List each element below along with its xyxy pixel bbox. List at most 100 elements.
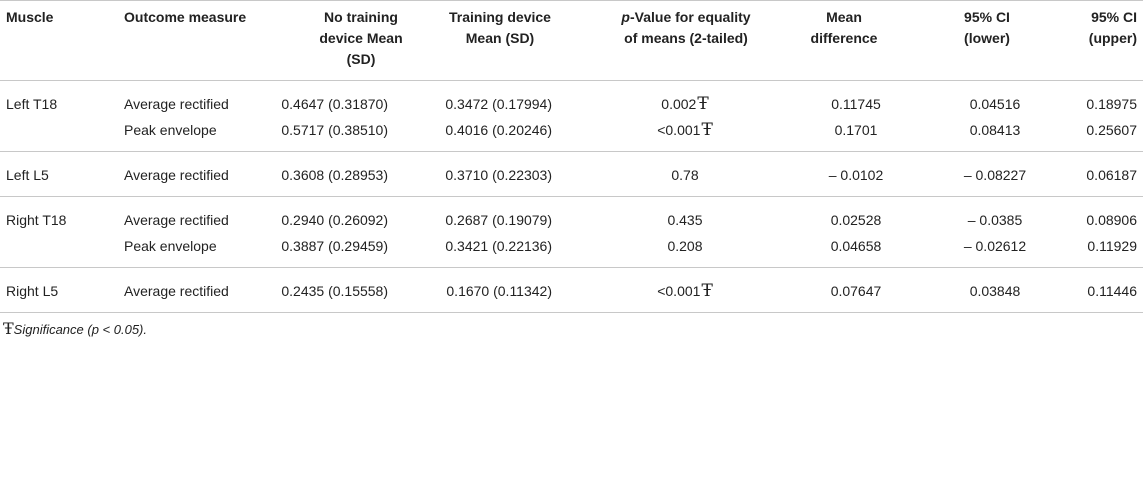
- cell-mean-diff-text: 0.1701: [834, 122, 878, 138]
- cell-training-text: 0.2687 (0.19079): [445, 212, 552, 228]
- cell-mean-diff: 0.11745: [770, 81, 912, 116]
- cell-muscle: Right T18: [0, 197, 118, 232]
- cell-training: 0.2687 (0.19079): [418, 197, 608, 232]
- cell-pvalue: <0.001Ŧ: [608, 267, 770, 313]
- cell-pvalue-text: <0.001: [657, 122, 701, 138]
- cell-mean-diff-text: 0.07647: [830, 283, 882, 299]
- table-row: Right T18 Average rectified 0.2940 (0.2609…: [0, 197, 1143, 232]
- cell-muscle-text: Left T18: [6, 96, 58, 112]
- cell-muscle-text: Right T18: [6, 212, 67, 228]
- results-table: Muscle Outcome measure No training devic…: [0, 0, 1143, 313]
- header-ci-lower: 95% CI (lower): [912, 0, 1042, 81]
- cell-no-training: 0.2435 (0.15558): [258, 267, 418, 313]
- cell-ci-lower: 0.04516: [912, 81, 1042, 116]
- cell-outcome-text: Average rectified: [124, 283, 229, 299]
- header-outcome: Outcome measure: [118, 0, 258, 81]
- cell-ci-upper-text: 0.08906: [1086, 212, 1137, 228]
- cell-no-training-text: 0.3608 (0.28953): [281, 167, 388, 183]
- table-row: Left L5 Average rectified 0.3608 (0.28953)…: [0, 151, 1143, 197]
- cell-ci-upper-text: 0.11446: [1087, 283, 1137, 299]
- cell-mean-diff: – 0.0102: [770, 151, 912, 197]
- cell-mean-diff: 0.07647: [770, 267, 912, 313]
- cell-training: 0.3472 (0.17994): [418, 81, 608, 116]
- results-table-container: Muscle Outcome measure No training devic…: [0, 0, 1143, 344]
- cell-outcome: Peak envelope: [118, 115, 258, 152]
- cell-ci-lower: – 0.02612: [912, 231, 1042, 268]
- cell-pvalue-text: <0.001: [657, 283, 701, 299]
- cell-pvalue-text: 0.208: [667, 238, 703, 254]
- cell-ci-upper: 0.11929: [1042, 231, 1143, 268]
- cell-training: 0.3421 (0.22136): [418, 231, 608, 268]
- header-ci-upper: 95% CI (upper): [1042, 0, 1143, 81]
- cell-training-text: 0.3421 (0.22136): [445, 238, 552, 254]
- cell-muscle: Right L5: [0, 267, 118, 313]
- cell-ci-upper: 0.25607: [1042, 115, 1143, 152]
- cell-muscle: Left L5: [0, 151, 118, 197]
- footnote: ŦSignificance (p < 0.05).: [0, 313, 1143, 344]
- cell-outcome: Average rectified: [118, 81, 258, 116]
- cell-training: 0.4016 (0.20246): [418, 115, 608, 152]
- cell-mean-diff: 0.04658: [770, 231, 912, 268]
- table-row: Peak envelope 0.3887 (0.29459) 0.3421 (0.2…: [0, 231, 1143, 268]
- cell-ci-upper-text: 0.11929: [1087, 238, 1137, 254]
- cell-training: 0.3710 (0.22303): [418, 151, 608, 197]
- header-muscle: Muscle: [0, 0, 118, 81]
- cell-ci-lower-text: 0.08413: [969, 122, 1021, 138]
- cell-ci-upper: 0.18975: [1042, 81, 1143, 116]
- cell-pvalue: <0.001Ŧ: [608, 115, 770, 152]
- cell-outcome: Average rectified: [118, 267, 258, 313]
- table-body: Left T18 Average rectified 0.4647 (0.31870…: [0, 81, 1143, 313]
- header-row: Muscle Outcome measure No training devic…: [0, 0, 1143, 81]
- cell-outcome-text: Peak envelope: [124, 238, 217, 254]
- cell-no-training: 0.2940 (0.26092): [258, 197, 418, 232]
- cell-no-training-text: 0.4647 (0.31870): [281, 96, 388, 112]
- cell-training-text: 0.1670 (0.11342): [446, 283, 552, 299]
- cell-training-text: 0.3472 (0.17994): [445, 96, 552, 112]
- pvalue-rest: -Value for equality of means (2-tailed): [624, 9, 751, 46]
- cell-outcome: Average rectified: [118, 151, 258, 197]
- cell-mean-diff-text: 0.04658: [830, 238, 882, 254]
- cell-training-text: 0.4016 (0.20246): [445, 122, 552, 138]
- header-pvalue: p-Value for equality of means (2-tailed): [608, 0, 770, 81]
- cell-ci-upper-text: 0.25607: [1086, 122, 1137, 138]
- cell-no-training: 0.4647 (0.31870): [258, 81, 418, 116]
- cell-muscle: Left T18: [0, 81, 118, 116]
- cell-mean-diff-text: – 0.0102: [828, 167, 884, 183]
- cell-ci-upper-text: 0.06187: [1086, 167, 1137, 183]
- cell-training: 0.1670 (0.11342): [418, 267, 608, 313]
- cell-ci-lower-text: 0.04516: [969, 96, 1021, 112]
- cell-muscle: [0, 115, 118, 152]
- cell-ci-lower-text: 0.03848: [969, 283, 1021, 299]
- cell-ci-lower-text: – 0.08227: [963, 167, 1027, 183]
- cell-ci-lower: 0.08413: [912, 115, 1042, 152]
- cell-ci-lower-text: – 0.02612: [963, 238, 1027, 254]
- significance-symbol: Ŧ: [3, 319, 14, 338]
- cell-ci-lower: 0.03848: [912, 267, 1042, 313]
- cell-mean-diff: 0.1701: [770, 115, 912, 152]
- cell-mean-diff: 0.02528: [770, 197, 912, 232]
- pvalue-p: p: [621, 9, 630, 25]
- cell-pvalue: 0.435: [608, 197, 770, 232]
- cell-no-training-text: 0.2435 (0.15558): [281, 283, 388, 299]
- footnote-text: Significance (p < 0.05).: [13, 322, 147, 337]
- cell-no-training-text: 0.5717 (0.38510): [281, 122, 388, 138]
- cell-mean-diff-text: 0.02528: [830, 212, 882, 228]
- table-row: Peak envelope 0.5717 (0.38510) 0.4016 (0.2…: [0, 115, 1143, 152]
- cell-ci-upper: 0.08906: [1042, 197, 1143, 232]
- cell-mean-diff-text: 0.11745: [831, 96, 881, 112]
- cell-pvalue: 0.78: [608, 151, 770, 197]
- cell-no-training: 0.3887 (0.29459): [258, 231, 418, 268]
- cell-ci-upper: 0.11446: [1042, 267, 1143, 313]
- cell-pvalue: 0.208: [608, 231, 770, 268]
- cell-muscle-text: Right L5: [6, 283, 59, 299]
- cell-ci-lower: – 0.08227: [912, 151, 1042, 197]
- cell-muscle-text: Left L5: [6, 167, 49, 183]
- table-row: Left T18 Average rectified 0.4647 (0.31870…: [0, 81, 1143, 116]
- cell-muscle: [0, 231, 118, 268]
- cell-outcome-text: Peak envelope: [124, 122, 217, 138]
- cell-outcome: Peak envelope: [118, 231, 258, 268]
- header-mean-diff: Mean difference: [770, 0, 912, 81]
- cell-outcome: Average rectified: [118, 197, 258, 232]
- header-no-training: No training device Mean (SD): [258, 0, 418, 81]
- significance-marker: Ŧ: [697, 94, 709, 114]
